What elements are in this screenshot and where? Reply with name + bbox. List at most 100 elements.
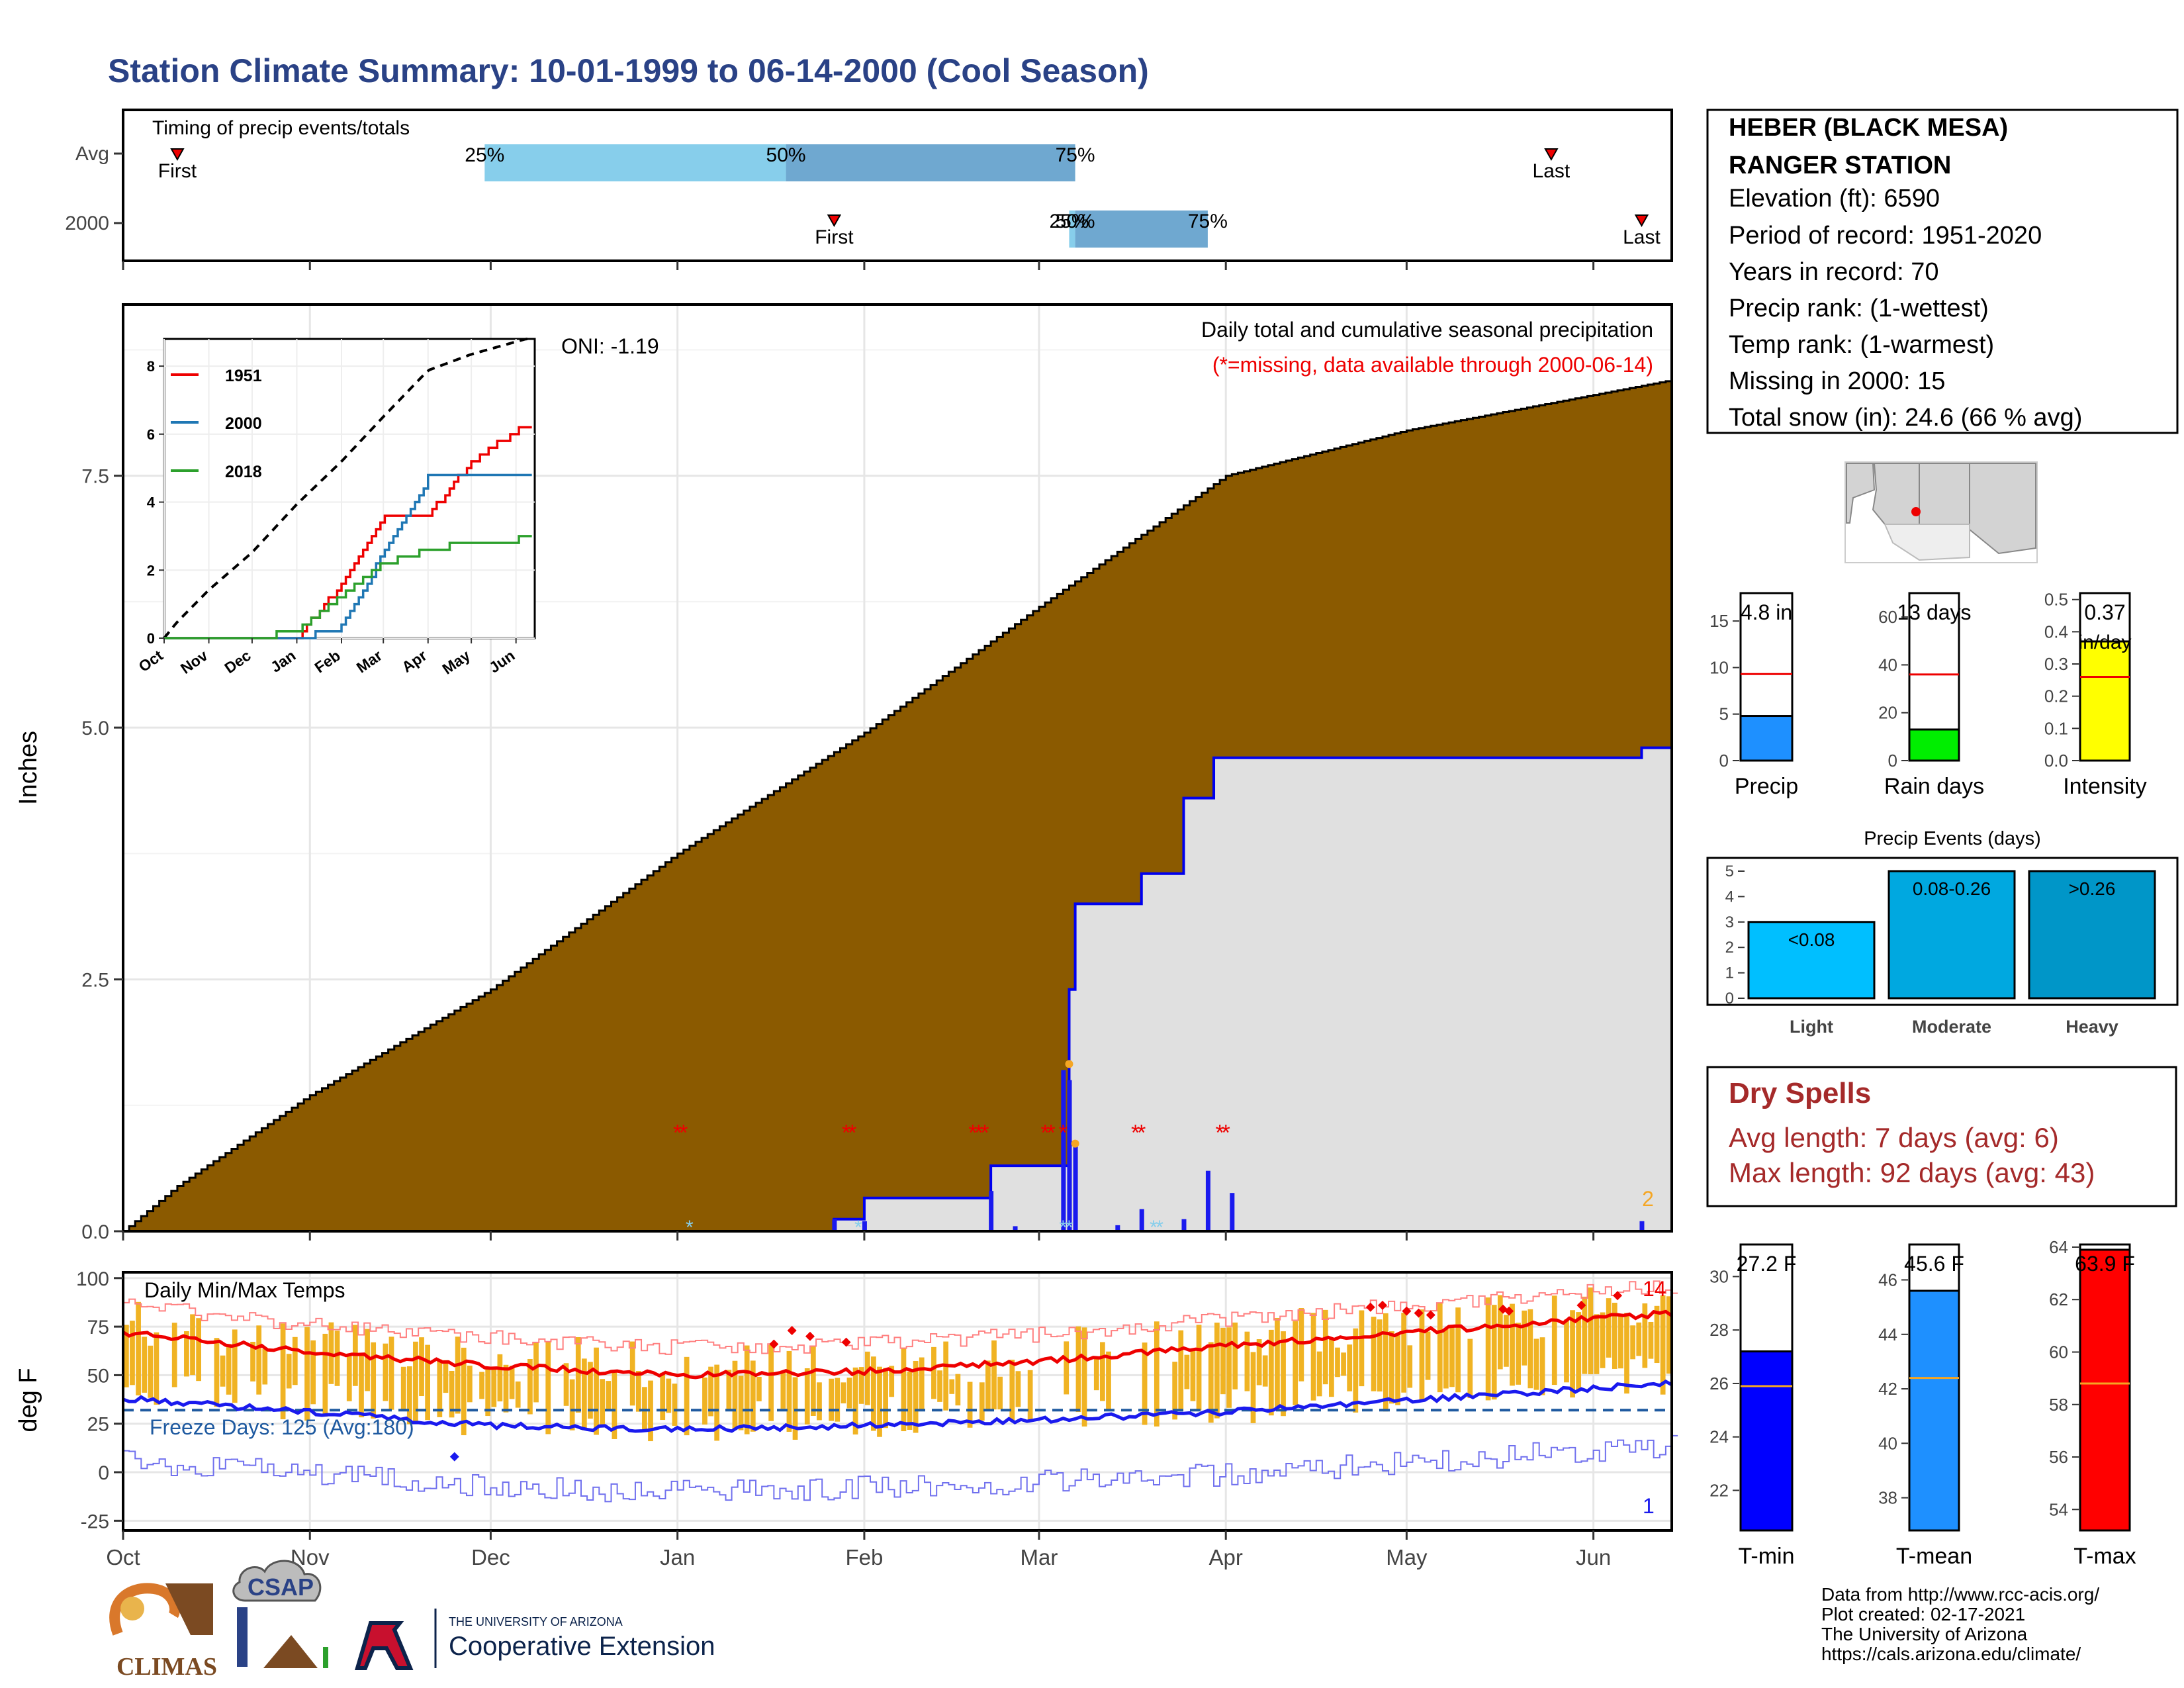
temp-range-bar [889,1366,895,1397]
daily-precip-bars [832,1060,1645,1231]
events-ytick-label: 5 [1725,863,1734,880]
tmean-ytick-label: 42 [1878,1379,1897,1399]
timing-first-marker-Avg [170,148,185,162]
record-min-line [123,1434,1678,1503]
rain-days-bar [1908,728,1960,762]
dry-spells-avg: Avg length: 7 days (avg: 6) [1729,1122,2059,1153]
cumulative-2000-line [123,746,1672,1233]
temp-range-bar [184,1331,189,1377]
temp-range-bar [804,1368,810,1425]
timing-bar-q50-q75-Avg [786,144,1075,181]
missing-marker: * [679,1120,688,1145]
precip-frame [122,303,1673,1233]
snow-marker: * [854,1217,862,1239]
dry-spells-box: Dry Spells Avg length: 7 days (avg: 6) M… [1706,1066,2177,1207]
temp-range-bar [1275,1317,1280,1409]
rain-days-ytick-label: 20 [1878,703,1897,723]
missing-marker: * [1040,1120,1049,1145]
precip-chart: 4.8 in 0 5 10 15 Precip [1709,592,1798,799]
month-label-Oct: Oct [106,1545,140,1570]
temp-range-bar [702,1378,707,1425]
precip-ytick-label: 15 [1709,611,1729,631]
timing-q75-2000: 75% [1188,211,1228,232]
temp-range-bar [569,1379,575,1430]
tmean-chart: 45.6 F 38 40 42 44 46 T-mean [1878,1243,1972,1569]
temp-range-bar [437,1359,443,1417]
temp-range-bar [232,1329,238,1403]
freeze-days-label: Freeze Days: 125 (Avg:180) [150,1415,414,1439]
temp-range-bar [419,1337,424,1397]
temp-range-bar [1190,1349,1196,1401]
temp-ytick-label: 75 [87,1317,109,1338]
temp-range-bar [154,1332,159,1405]
tmean-ytick-label: 38 [1878,1488,1897,1508]
temp-range-bar [171,1323,177,1387]
precip-event-range-heavy: >0.26 [2069,878,2116,899]
temp-range-bar [919,1357,925,1409]
temp-range-bar [979,1382,985,1421]
legend-2018: 2018 [225,463,262,481]
station-period: Period of record: 1951-2020 [1729,222,2042,250]
temp-range-bar [1618,1313,1623,1369]
timing-first-label-Avg: First [158,160,197,182]
temp-range-bar [1316,1351,1322,1397]
temp-range-bar [648,1380,653,1442]
daily-max-marker [1065,1060,1073,1068]
tmin-chart: 27.2 F 22 24 26 28 30 T-min [1709,1243,1797,1569]
temp-ytick-label: 0 [98,1462,109,1484]
temp-range-bar [991,1340,997,1410]
temp-range-bar [1437,1303,1443,1393]
temp-range-bar [1539,1337,1545,1395]
precip-event-label-moderate: Moderate [1912,1017,1991,1037]
temp-range-bar [1184,1354,1190,1389]
temperature-summary-charts: 27.2 F 22 24 26 28 30 T-min 45.6 F 38 40 42 44 46 T-m… [1709,1237,2136,1569]
inset-series-2018 [164,535,532,639]
temp-range-bar [1353,1328,1359,1413]
station-info-box: HEBER (BLACK MESA) RANGER STATION Elevat… [1706,109,2179,434]
temp-range-bar [997,1376,1003,1410]
temp-range-bar [286,1354,292,1389]
month-axis: Oct Nov Dec Jan Feb Mar Apr May Jun [106,1530,1611,1570]
temp-range-bar [1443,1329,1449,1389]
cumulative-2000-area [123,747,1672,1231]
temp-range-bar [413,1341,418,1424]
temp-range-bar [1600,1312,1606,1368]
temp-range-bar [292,1336,298,1385]
temp-range-bar [1106,1351,1111,1411]
temp-range-bar [756,1376,762,1401]
tmin-value: 27.2 F [1737,1252,1797,1276]
temp-range-bar [1642,1303,1648,1368]
daily-precip-bar [1067,1080,1072,1231]
record-high-marker [769,1339,779,1349]
temp-range-bar [1606,1298,1612,1358]
temp-range-bar [666,1378,672,1413]
temp-range-bar [443,1360,449,1393]
temp-range-bar [461,1347,467,1436]
month-label-Apr: Apr [1209,1545,1243,1570]
temp-range-bar [214,1338,220,1407]
inset-ytick-label: 8 [147,358,155,375]
temp-range-bar [732,1360,738,1429]
missing-marker: * [974,1120,983,1145]
temp-range-bar [533,1342,539,1403]
temp-range-bar [817,1382,822,1421]
temp-range-bar [1281,1331,1286,1417]
temp-range-bar [130,1321,135,1385]
temp-range-bar [1075,1326,1081,1413]
record-high-marker [805,1331,815,1341]
footer-logos: CLIMAS CSAP THE UNIVERSITY OF ARIZONA Co… [109,1560,715,1681]
temp-range-bar [1220,1327,1226,1395]
temp-range-bar [124,1325,129,1387]
temp-range-bar [1491,1305,1497,1400]
temp-range-bar [1081,1327,1087,1427]
events-ytick-label: 0 [1725,990,1734,1008]
inset-ytick-label: 6 [147,426,155,443]
temp-range-bar [334,1331,340,1386]
temp-range-bar [1594,1314,1600,1374]
temp-range-bar [594,1347,599,1435]
temp-range-bar [1226,1327,1232,1408]
month-label-Mar: Mar [1021,1545,1058,1570]
snow-marker: * [1156,1217,1163,1239]
